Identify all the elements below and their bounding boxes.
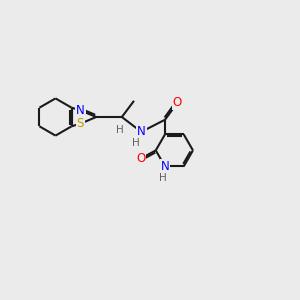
Text: N: N bbox=[137, 125, 146, 138]
Text: H: H bbox=[132, 138, 140, 148]
Text: N: N bbox=[161, 160, 170, 173]
Text: H: H bbox=[116, 124, 124, 135]
Text: O: O bbox=[172, 97, 182, 110]
Text: H: H bbox=[159, 173, 167, 184]
Text: O: O bbox=[136, 152, 146, 165]
Text: S: S bbox=[76, 117, 84, 130]
Text: N: N bbox=[76, 104, 85, 117]
